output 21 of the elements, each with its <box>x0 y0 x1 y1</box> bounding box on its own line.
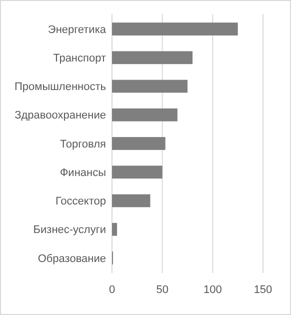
y-tick-label: Энергетика <box>48 24 107 36</box>
y-tick-label: Транспорт <box>53 52 106 64</box>
y-tick-label: Здравоохранение <box>14 110 106 122</box>
bar <box>112 22 238 36</box>
bar <box>112 222 118 236</box>
y-tick-label: Образование <box>38 252 106 265</box>
bar <box>112 137 166 150</box>
y-tick-label: Промышленность <box>14 81 106 94</box>
bar <box>112 51 193 64</box>
y-tick-label: Бизнес-услуги <box>33 224 106 236</box>
bar <box>112 80 188 93</box>
x-tick-label: 50 <box>156 284 168 296</box>
bar <box>112 194 150 208</box>
y-tick-label: Финансы <box>60 166 106 179</box>
y-tick-label: Торговля <box>60 138 106 150</box>
x-tick-label: 150 <box>254 284 272 296</box>
y-tick-label: Госсектор <box>55 196 106 208</box>
bar <box>112 108 178 122</box>
bar <box>112 166 162 179</box>
x-tick-label: 100 <box>203 284 222 296</box>
x-tick-label: 0 <box>108 284 116 296</box>
